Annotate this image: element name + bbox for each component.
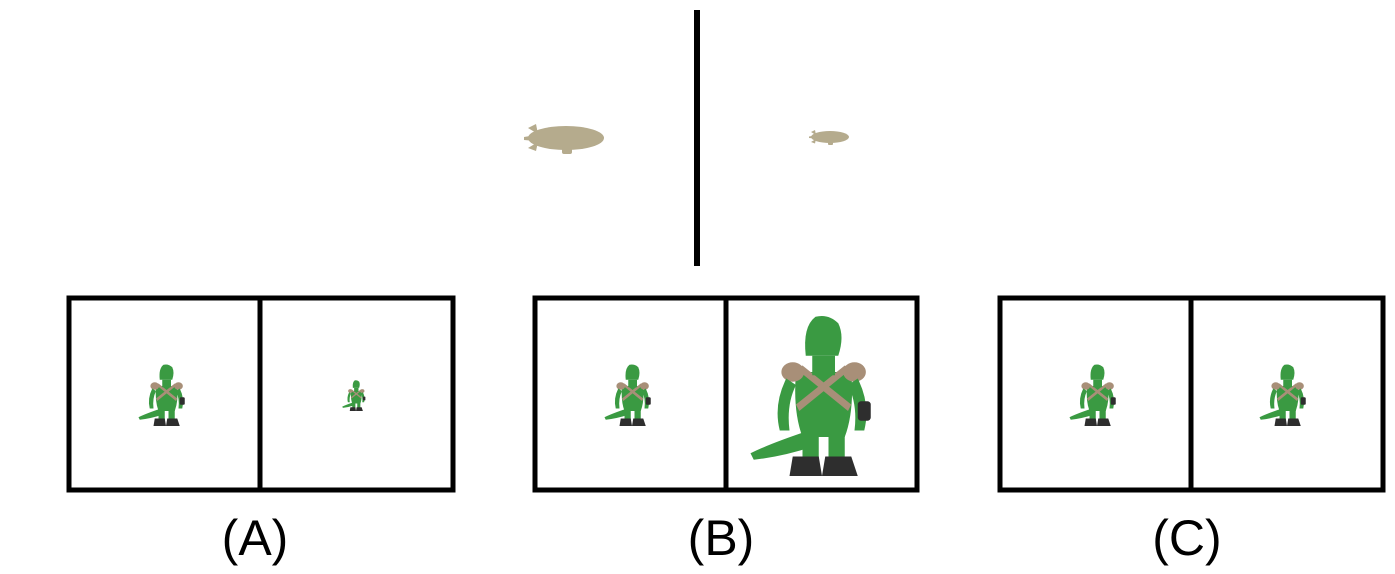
option-c-right-lizard [1260,364,1306,426]
reference-left-blimp [524,124,604,154]
option-a-right-lizard [342,380,365,411]
option-b-label: (B) [621,506,821,570]
option-b-right-lizard [751,316,871,476]
option-b-panel [535,298,917,490]
reference-pair [524,10,849,266]
option-c-left-lizard [1070,364,1116,426]
reference-right-blimp [809,130,849,145]
option-c-label: (C) [1087,506,1287,570]
option-c-panel [1000,298,1383,490]
option-b-left-lizard [605,364,651,426]
option-a-label: (A) [155,506,355,570]
option-a-left-lizard [139,364,185,426]
option-a-panel [69,298,453,490]
